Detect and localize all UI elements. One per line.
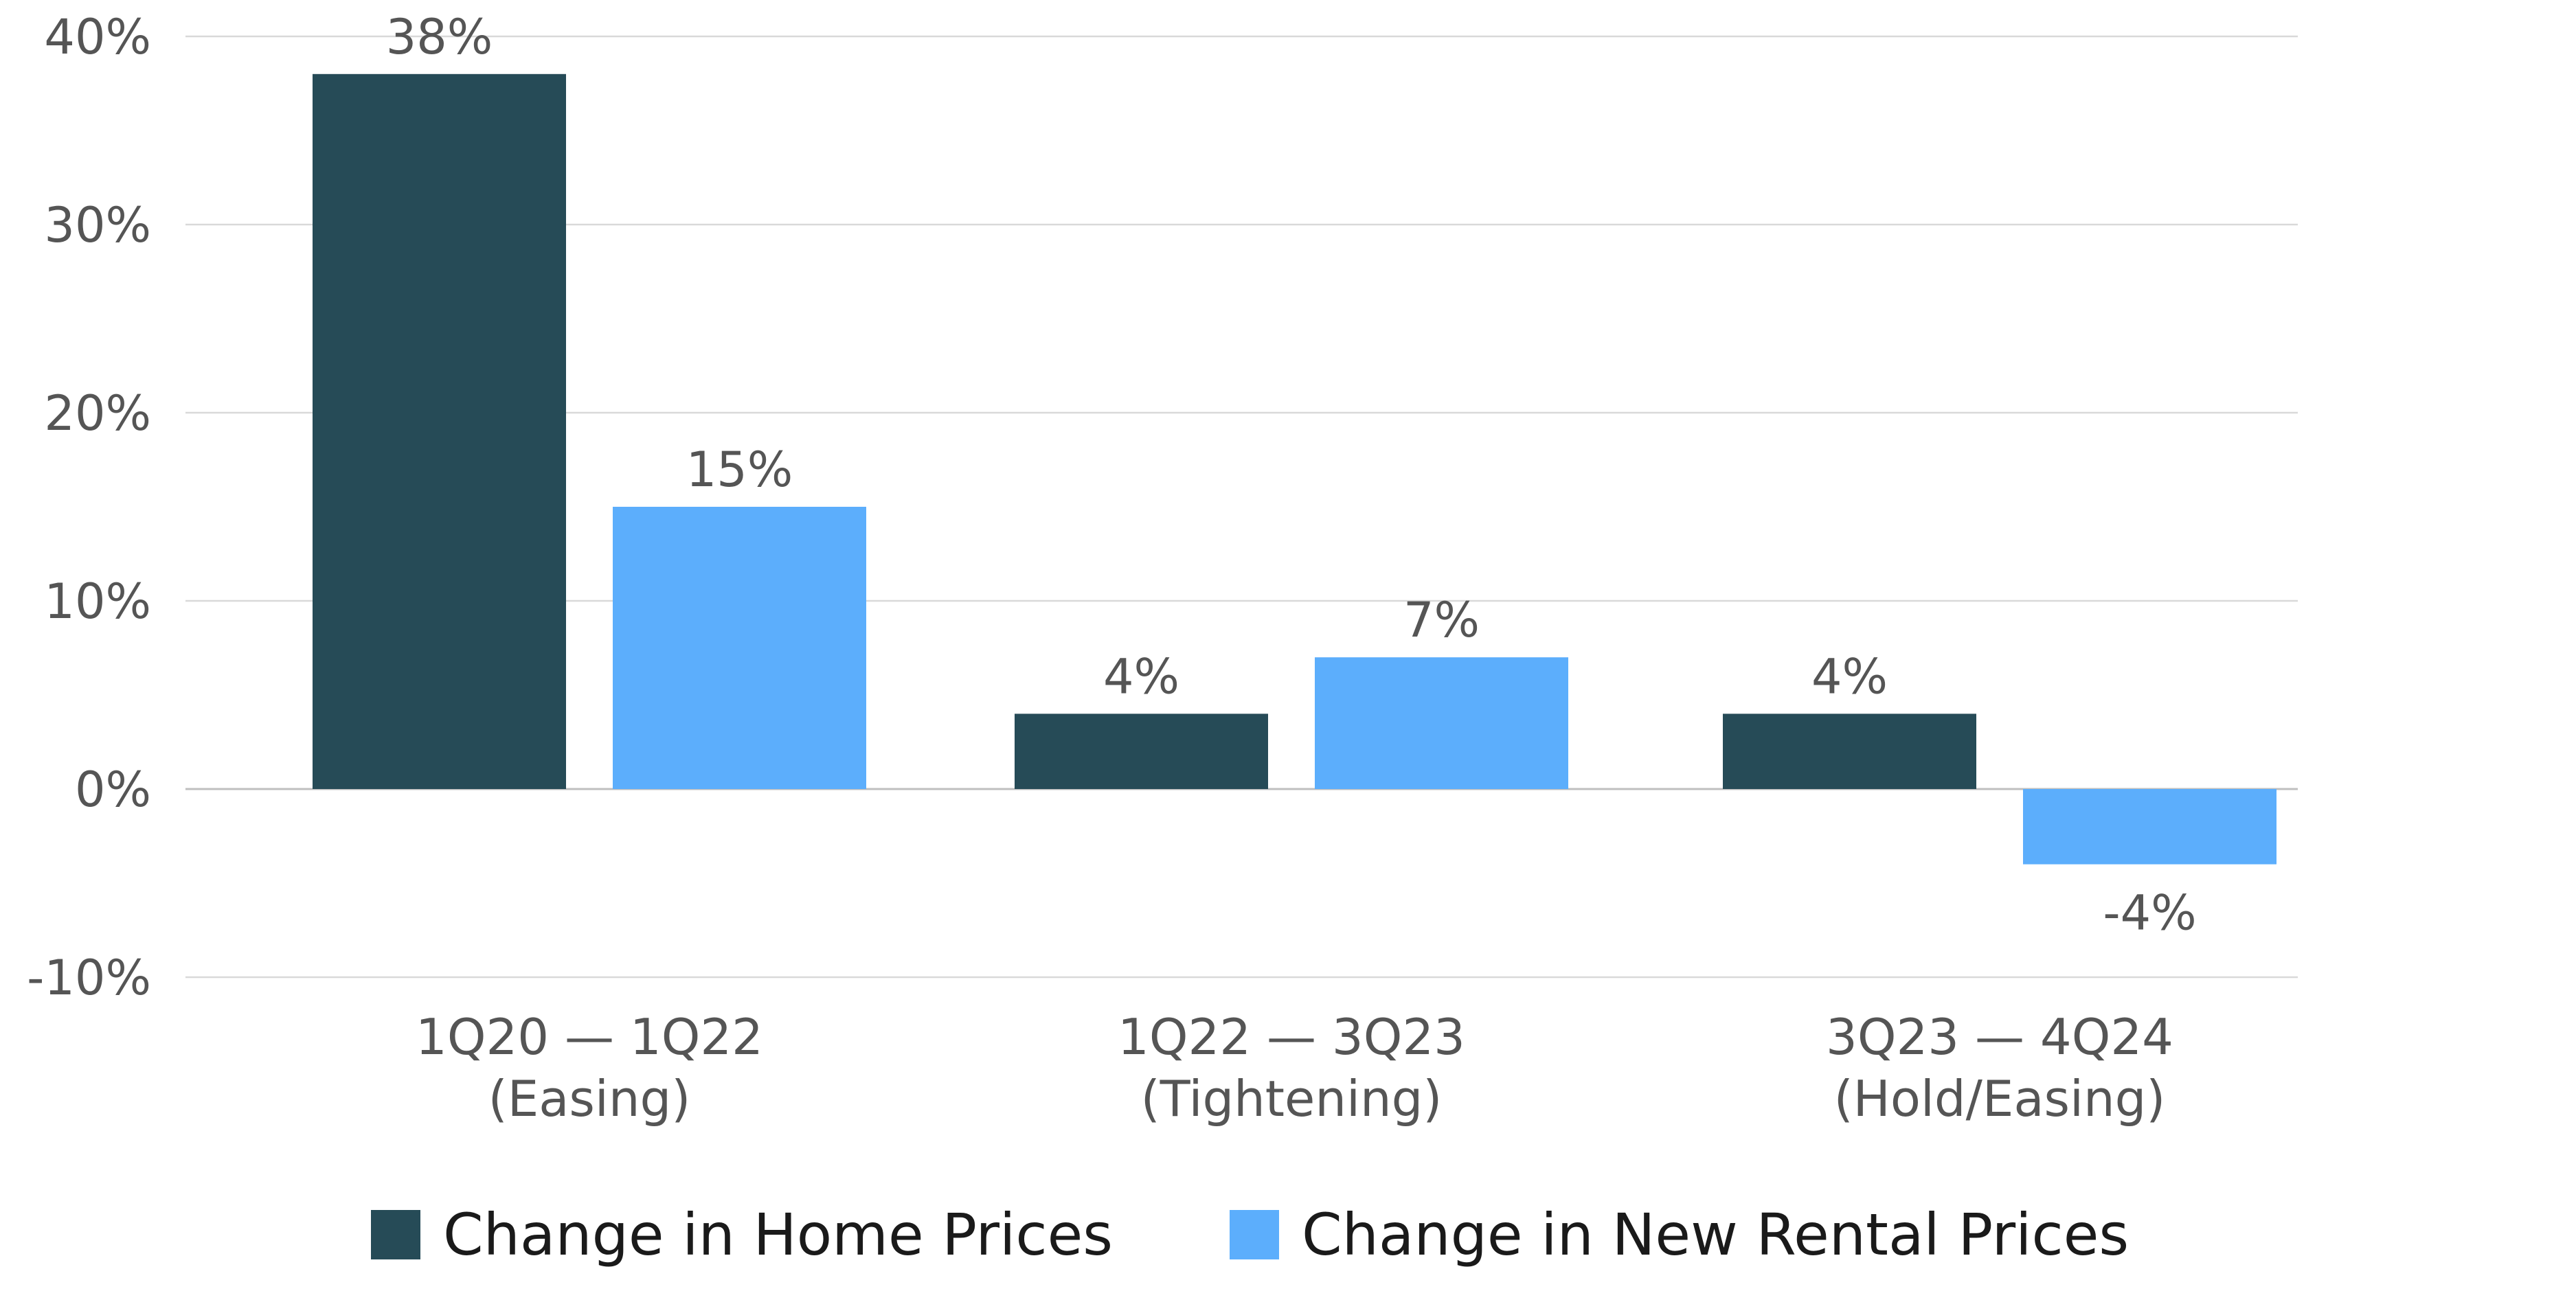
- data-label-series1-cat0: 15%: [686, 442, 793, 498]
- category-label-1-line0: 1Q22 — 3Q23: [1118, 1008, 1465, 1066]
- legend: Change in Home Prices Change in New Renta…: [371, 1201, 2129, 1268]
- data-labels: 38% 15% 4% 7% 4% -4%: [386, 9, 2197, 941]
- y-tick-label: 40%: [44, 9, 151, 65]
- y-axis-ticks: 40% 30% 20% 10% 0% -10%: [27, 9, 151, 1006]
- bar-series1-cat0: [613, 507, 866, 789]
- data-label-series0-cat2: 4%: [1811, 648, 1888, 705]
- category-label-0-line1: (Easing): [488, 1070, 691, 1128]
- category-label-1-line1: (Tightening): [1141, 1070, 1443, 1128]
- bar-series1-cat1: [1315, 657, 1568, 789]
- category-label-2-line1: (Hold/Easing): [1834, 1070, 2166, 1128]
- y-tick-label: 20%: [44, 385, 151, 442]
- y-tick-label: -10%: [27, 950, 151, 1006]
- bar-series0-cat0: [313, 73, 566, 789]
- category-label-0-line0: 1Q20 — 1Q22: [416, 1008, 763, 1066]
- y-tick-label: 10%: [44, 573, 151, 630]
- x-axis-categories: 1Q20 — 1Q22(Easing) 1Q22 — 3Q23(Tightenin…: [416, 1008, 2173, 1128]
- y-tick-label: 0%: [75, 762, 151, 818]
- bars: [313, 73, 2276, 865]
- data-label-series1-cat2: -4%: [2103, 885, 2196, 941]
- category-label-2-line0: 3Q23 — 4Q24: [1826, 1008, 2173, 1066]
- data-label-series0-cat1: 4%: [1103, 648, 1179, 705]
- legend-swatch-1: [1230, 1210, 1279, 1259]
- legend-swatch-0: [371, 1210, 420, 1259]
- bar-series0-cat1: [1015, 713, 1268, 789]
- legend-label-1: Change in New Rental Prices: [1302, 1201, 2129, 1268]
- y-tick-label: 30%: [44, 197, 151, 253]
- bar-series0-cat2: [1723, 713, 1976, 789]
- legend-label-0: Change in Home Prices: [443, 1201, 1113, 1268]
- data-label-series0-cat0: 38%: [386, 9, 493, 65]
- data-label-series1-cat1: 7%: [1403, 592, 1480, 648]
- bar-series1-cat2: [2023, 789, 2276, 865]
